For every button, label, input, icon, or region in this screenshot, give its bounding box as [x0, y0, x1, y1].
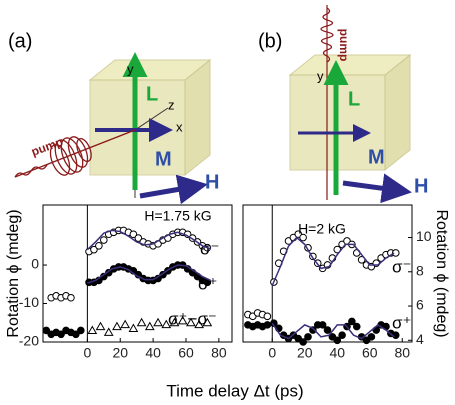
x-tick-label: 20 — [112, 345, 128, 361]
pump-label: pump — [29, 134, 64, 158]
H-arrow — [139, 174, 208, 205]
data-point — [352, 322, 361, 331]
series-label: σ⁺ — [198, 274, 217, 293]
data-point — [100, 236, 108, 244]
data-point — [42, 326, 51, 335]
axis-label: z — [168, 97, 175, 112]
H-arrow — [342, 173, 412, 204]
diagram-a: (a) y z x L M H pump — [8, 30, 219, 205]
data-point — [87, 325, 98, 334]
data-point — [136, 317, 147, 327]
data-point — [72, 330, 80, 339]
series-label: σ⁻ — [392, 257, 411, 276]
annotation: H=2 kG — [298, 221, 346, 237]
data-point — [323, 326, 332, 334]
data-point — [304, 333, 312, 341]
data-point — [153, 317, 163, 327]
data-point — [144, 321, 155, 331]
M-label: M — [368, 146, 385, 168]
y-axis-label: Rotation ϕ (mdeg) — [5, 209, 22, 337]
cube-side — [184, 58, 211, 177]
H-label: H — [414, 175, 428, 197]
H-label: H — [205, 171, 219, 193]
y-axis-label: Rotation ϕ (mdeg) — [433, 209, 450, 337]
data-point — [103, 327, 114, 336]
x-tick-label: 0 — [83, 345, 91, 361]
fit-line — [87, 264, 211, 284]
data-point — [202, 317, 213, 327]
fit-line — [86, 229, 211, 251]
M-label: M — [155, 148, 172, 170]
pump-label: pump — [337, 29, 351, 62]
data-point — [299, 338, 307, 346]
L-label: L — [146, 83, 158, 105]
x-tick-label: 0 — [268, 345, 276, 361]
data-point — [161, 319, 172, 329]
panel-label: (b) — [258, 30, 282, 52]
plot-frame — [242, 204, 413, 343]
data-point — [95, 241, 103, 250]
data-point — [90, 245, 98, 254]
y-tick-label: 6 — [416, 297, 424, 313]
x-tick-label: 40 — [145, 345, 161, 361]
fit-line — [271, 322, 395, 340]
annotation: H=1.75 kG — [144, 208, 211, 224]
axis-label: y — [127, 61, 134, 76]
data-point — [120, 319, 131, 329]
x-tick-label: 60 — [362, 345, 378, 361]
data-point — [128, 323, 139, 333]
data-point — [367, 333, 376, 341]
y-tick-label: -20 — [19, 333, 39, 349]
axis-label: y — [317, 68, 324, 83]
data-point — [318, 321, 327, 329]
data-point — [112, 321, 122, 331]
cube-side — [384, 53, 411, 172]
axis-label: x — [176, 119, 183, 134]
data-point — [338, 331, 346, 339]
y-tick-label: 8 — [416, 262, 424, 278]
x-tick-label: 20 — [297, 345, 313, 361]
data-point — [391, 331, 400, 339]
x-tick-label: 80 — [211, 345, 227, 361]
data-point — [57, 330, 65, 339]
fit-line — [271, 236, 395, 286]
x-tick-label: 60 — [178, 345, 194, 361]
plot-frame — [42, 204, 233, 343]
y-tick-label: 4 — [416, 331, 424, 347]
pump-beam — [14, 129, 136, 178]
x-tick-label: 80 — [394, 345, 410, 361]
series-label: σ⁺−σ⁻ — [168, 309, 217, 328]
data-point — [391, 249, 400, 257]
data-point — [186, 317, 196, 327]
diagram-b: (b) y L M H pump — [258, 5, 428, 204]
data-point — [299, 233, 307, 242]
L-label: L — [348, 88, 360, 110]
data-point — [95, 321, 106, 331]
data-point — [169, 317, 180, 327]
data-point — [134, 234, 143, 242]
data-point — [129, 230, 138, 239]
data-point — [263, 321, 272, 329]
data-point — [77, 326, 85, 335]
panel-label: (a) — [8, 30, 32, 52]
data-point — [348, 317, 356, 326]
y-tick-label: 0 — [31, 256, 39, 272]
data-point — [194, 319, 204, 329]
x-tick-label: 40 — [329, 345, 345, 361]
data-point — [67, 293, 75, 302]
series-label: σ⁺ — [392, 313, 411, 332]
data-point — [263, 312, 272, 321]
data-point — [177, 315, 188, 325]
y-tick-label: 10 — [416, 228, 432, 244]
data-point — [333, 336, 342, 345]
y-tick-label: -10 — [19, 294, 39, 310]
x-axis-label: Time delay Δt (ps) — [166, 381, 303, 400]
pump-pulse — [320, 7, 334, 63]
